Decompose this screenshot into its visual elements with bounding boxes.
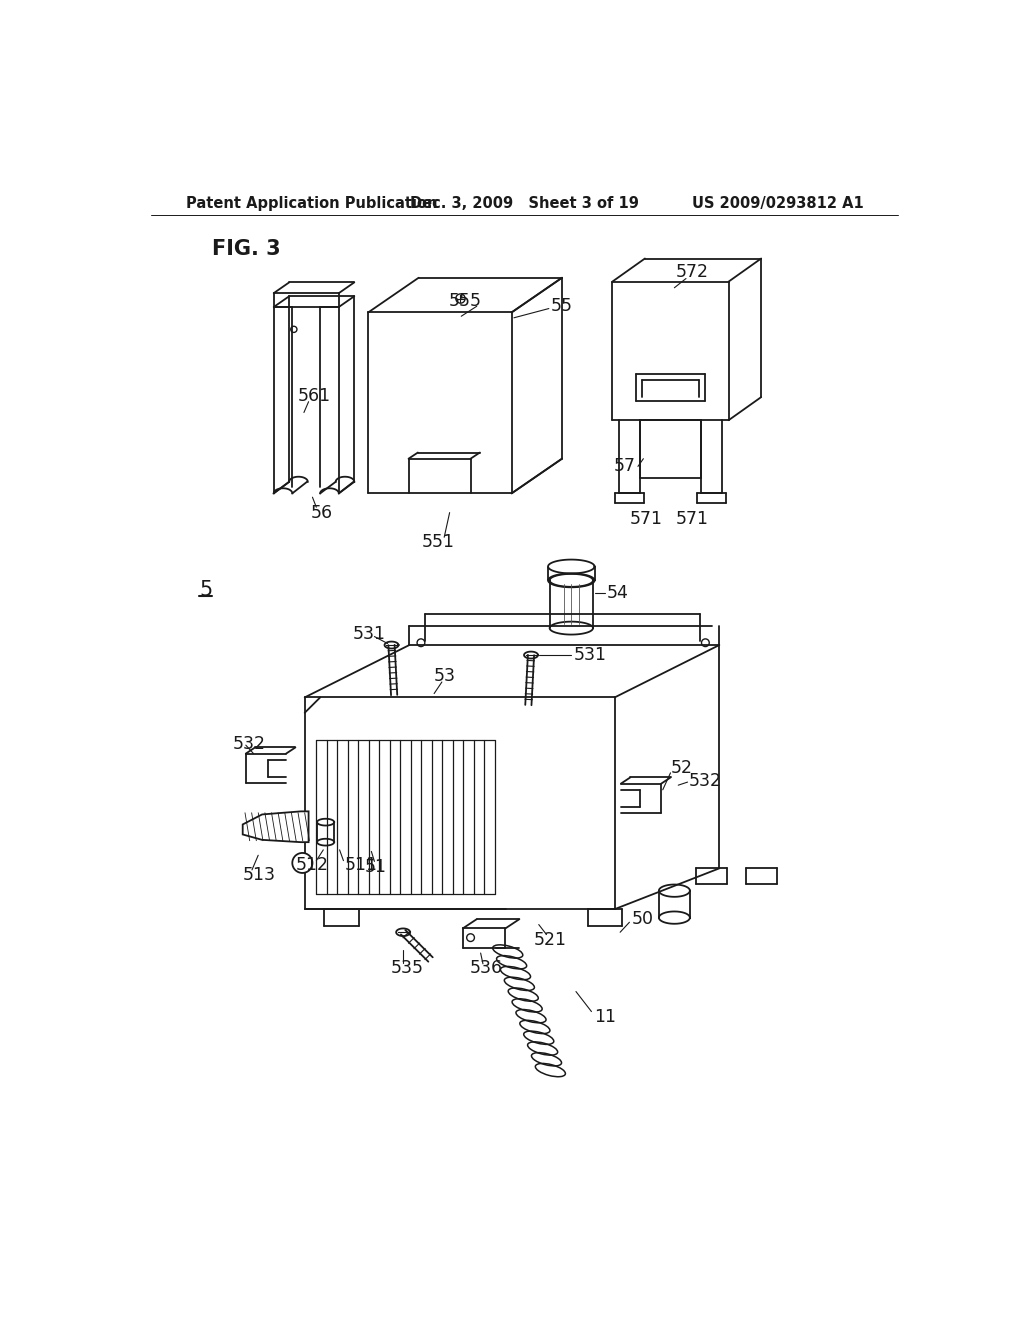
Text: 572: 572 xyxy=(676,264,709,281)
Text: 512: 512 xyxy=(296,857,329,874)
Text: 54: 54 xyxy=(607,585,629,602)
Text: 11: 11 xyxy=(595,1008,616,1026)
Text: 531: 531 xyxy=(573,645,606,664)
Text: 561: 561 xyxy=(297,387,331,404)
Text: 531: 531 xyxy=(352,626,386,643)
Text: Dec. 3, 2009   Sheet 3 of 19: Dec. 3, 2009 Sheet 3 of 19 xyxy=(411,195,639,211)
Circle shape xyxy=(292,853,312,873)
Text: 535: 535 xyxy=(390,960,424,977)
Text: 571: 571 xyxy=(676,510,709,528)
Text: 536: 536 xyxy=(469,960,503,977)
Circle shape xyxy=(467,933,474,941)
Text: US 2009/0293812 A1: US 2009/0293812 A1 xyxy=(692,195,864,211)
Text: Patent Application Publication: Patent Application Publication xyxy=(186,195,437,211)
Text: 521: 521 xyxy=(534,931,567,949)
Text: 551: 551 xyxy=(422,533,455,550)
Text: 571: 571 xyxy=(629,510,663,528)
Text: FIG. 3: FIG. 3 xyxy=(212,239,281,259)
Text: 52: 52 xyxy=(671,759,692,777)
Text: 57: 57 xyxy=(613,458,636,475)
Text: 56: 56 xyxy=(310,504,333,521)
Text: 51: 51 xyxy=(365,858,387,875)
Text: 555: 555 xyxy=(449,292,481,310)
Text: 53: 53 xyxy=(433,667,456,685)
Text: 532: 532 xyxy=(232,735,265,752)
Text: 50: 50 xyxy=(632,911,653,928)
Text: 5: 5 xyxy=(200,579,213,599)
Polygon shape xyxy=(243,812,308,842)
Text: 532: 532 xyxy=(689,772,722,789)
Text: 511: 511 xyxy=(345,857,378,874)
Text: 513: 513 xyxy=(243,866,275,883)
Text: 55: 55 xyxy=(550,297,572,315)
